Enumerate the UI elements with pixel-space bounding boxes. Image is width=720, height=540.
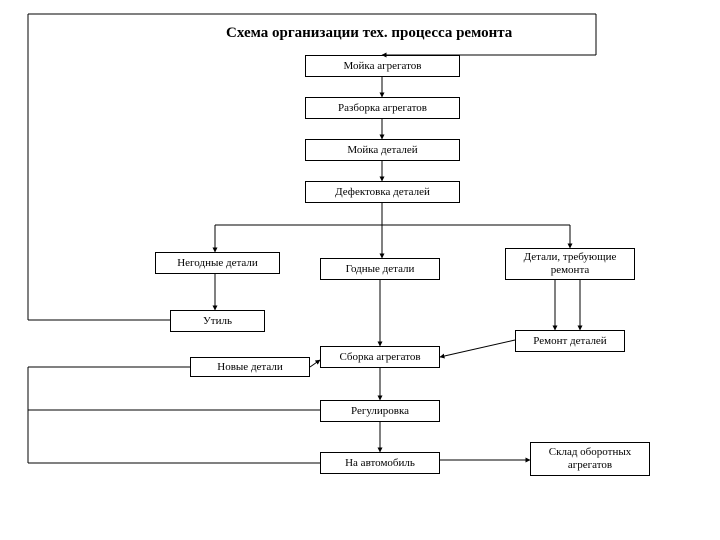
node-label: Годные детали	[346, 263, 415, 276]
node-negodnye: Негодные детали	[155, 252, 280, 274]
node-defektovka: Дефектовка деталей	[305, 181, 460, 203]
node-sklad: Склад оборотных агрегатов	[530, 442, 650, 476]
node-label: Мойка агрегатов	[344, 60, 422, 73]
node-trebuyushchie: Детали, требующие ремонта	[505, 248, 635, 280]
node-remont: Ремонт деталей	[515, 330, 625, 352]
node-sborka: Сборка агрегатов	[320, 346, 440, 368]
node-label: Негодные детали	[177, 257, 258, 270]
diagram-title: Схема организации тех. процесса ремонта	[226, 25, 512, 42]
node-label: Сборка агрегатов	[339, 351, 420, 364]
node-label: Дефектовка деталей	[335, 186, 430, 199]
node-label: Разборка агрегатов	[338, 102, 427, 115]
node-razborka: Разборка агрегатов	[305, 97, 460, 119]
node-label: Мойка деталей	[347, 144, 417, 157]
node-regulirovka: Регулировка	[320, 400, 440, 422]
flowchart-canvas: Схема организации тех. процесса ремонта …	[0, 0, 720, 540]
node-label: Ремонт деталей	[533, 335, 606, 348]
node-util: Утиль	[170, 310, 265, 332]
node-moyka-detaley: Мойка деталей	[305, 139, 460, 161]
node-godnye: Годные детали	[320, 258, 440, 280]
node-moyka-agregatov: Мойка агрегатов	[305, 55, 460, 77]
node-label: Детали, требующие ремонта	[510, 251, 630, 276]
node-label: Утиль	[203, 315, 232, 328]
node-na-avto: На автомобиль	[320, 452, 440, 474]
node-label: Регулировка	[351, 405, 409, 418]
node-label: Новые детали	[217, 361, 282, 374]
node-label: На автомобиль	[345, 457, 415, 470]
node-novye: Новые детали	[190, 357, 310, 377]
node-label: Склад оборотных агрегатов	[535, 446, 645, 471]
